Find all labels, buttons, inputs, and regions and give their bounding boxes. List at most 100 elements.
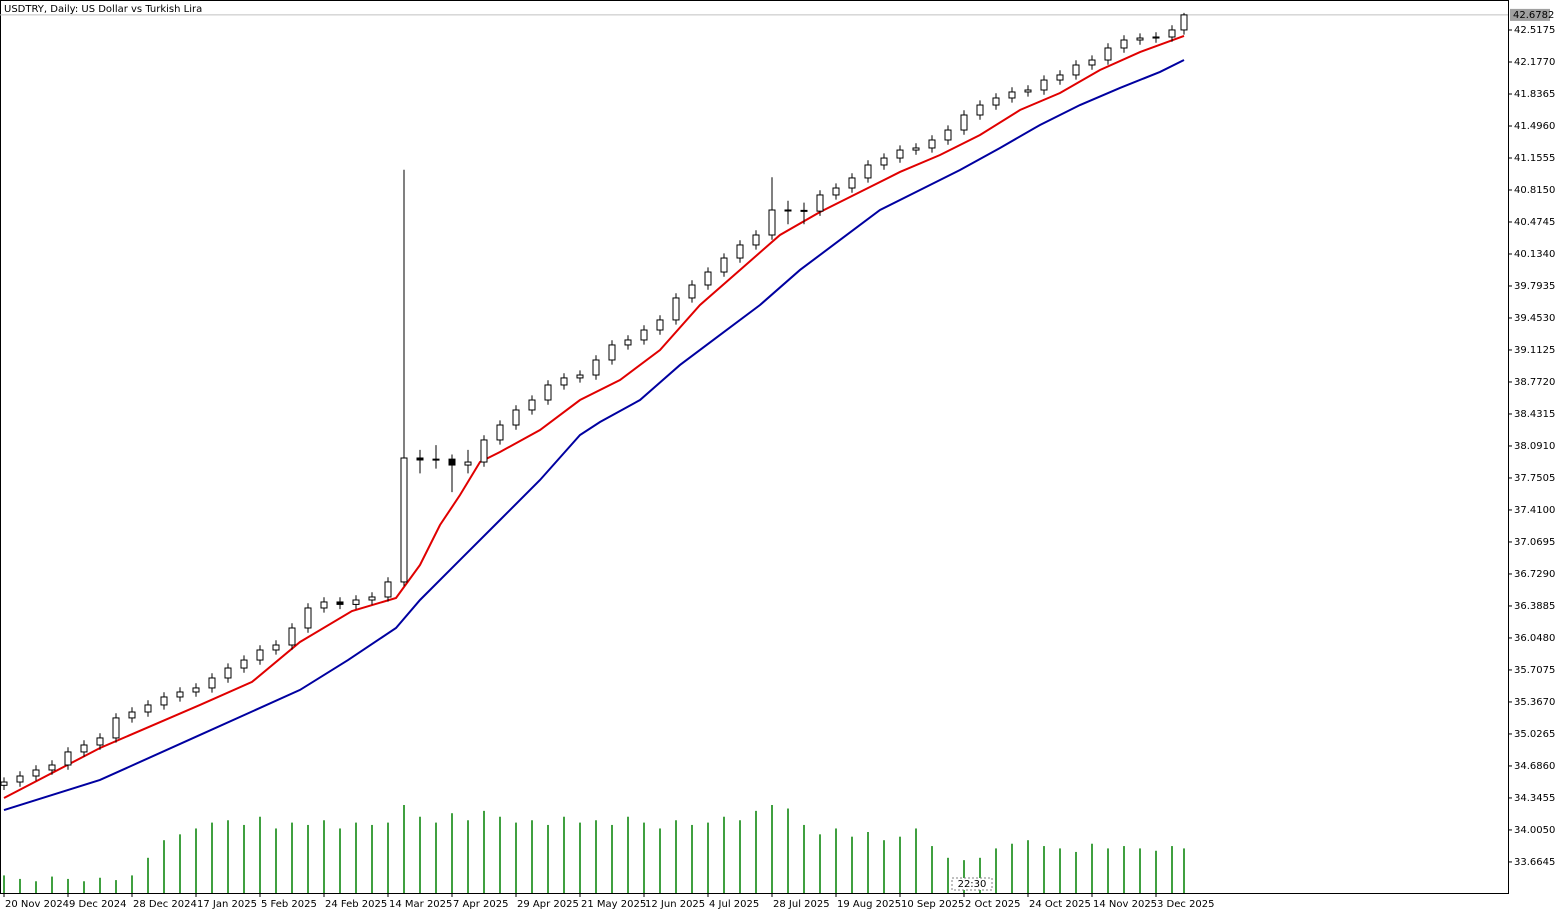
candle-body <box>592 359 600 376</box>
candle-body <box>240 659 248 669</box>
candle-body <box>912 147 920 151</box>
candle-body <box>448 458 456 466</box>
y-tick-label: 40.8150 <box>1514 185 1555 196</box>
y-tick-label: 34.6860 <box>1514 761 1555 772</box>
candle-body <box>1152 36 1160 39</box>
candle-body <box>1056 74 1064 81</box>
candle-body <box>1104 47 1112 61</box>
y-tick-label: 42.1770 <box>1514 57 1555 68</box>
candle-body <box>976 104 984 116</box>
x-tick-label: 24 Oct 2025 <box>1029 899 1091 910</box>
y-tick-label: 41.8365 <box>1514 89 1555 100</box>
candle-body <box>752 234 760 246</box>
candle-body <box>640 329 648 341</box>
time-marker: 22:30 <box>958 879 987 890</box>
candle-body <box>864 164 872 179</box>
candle-body <box>944 129 952 141</box>
candle-body <box>816 194 824 212</box>
candle-body <box>1180 14 1188 31</box>
candle-body <box>880 157 888 166</box>
x-tick-label: 9 Dec 2024 <box>69 899 127 910</box>
last-price-tag <box>1510 8 1550 21</box>
y-tick-label: 36.7290 <box>1514 569 1555 580</box>
candle-body <box>560 377 568 386</box>
candle-body <box>256 649 264 661</box>
candle-body <box>224 667 232 679</box>
candle-body <box>544 384 552 401</box>
y-tick-label: 38.4315 <box>1514 409 1555 420</box>
candle-body <box>32 769 40 777</box>
x-tick-label: 14 Nov 2025 <box>1093 899 1157 910</box>
candle-body <box>832 187 840 196</box>
y-tick-label: 33.6645 <box>1514 857 1555 868</box>
candle-body <box>576 374 584 379</box>
y-tick-label: 36.3885 <box>1514 601 1555 612</box>
candle-body <box>128 711 136 719</box>
candle-body <box>160 696 168 706</box>
candle-body <box>608 344 616 361</box>
x-tick-label: 28 Dec 2024 <box>133 899 197 910</box>
y-tick-label: 37.4100 <box>1514 505 1555 516</box>
candle-body <box>1088 59 1096 66</box>
candle-body <box>0 781 8 786</box>
x-tick-label: 2 Oct 2025 <box>965 899 1020 910</box>
time-marker-box <box>951 877 993 891</box>
candle-body <box>512 409 520 426</box>
candle-body <box>192 687 200 693</box>
candle-body <box>1008 91 1016 99</box>
x-tick-label: 3 Dec 2025 <box>1157 899 1215 910</box>
candle-body <box>768 209 776 236</box>
x-tick-label: 5 Feb 2025 <box>261 899 317 910</box>
candle-body <box>48 764 56 771</box>
last-price-label: 42.6782 <box>1513 10 1554 21</box>
x-tick-label: 21 May 2025 <box>581 899 646 910</box>
y-tick-label: 38.0910 <box>1514 441 1555 452</box>
y-tick-label: 39.1125 <box>1514 345 1555 356</box>
candle-body <box>96 737 104 746</box>
candle-body <box>384 581 392 598</box>
candle-body <box>1120 39 1128 49</box>
candle-body <box>144 704 152 713</box>
candle-body <box>688 284 696 299</box>
y-tick-label: 37.0695 <box>1514 537 1555 548</box>
candle-body <box>1136 37 1144 41</box>
candle-body <box>272 644 280 651</box>
x-tick-label: 19 Aug 2025 <box>837 899 901 910</box>
y-tick-label: 39.4530 <box>1514 313 1555 324</box>
candle-body <box>896 149 904 159</box>
x-tick-label: 10 Sep 2025 <box>901 899 964 910</box>
y-tick-label: 42.5175 <box>1514 25 1555 36</box>
x-tick-label: 12 Jun 2025 <box>645 899 705 910</box>
y-tick-label: 40.1340 <box>1514 249 1555 260</box>
candle-body <box>1168 29 1176 38</box>
x-tick-label: 28 Jul 2025 <box>773 899 830 910</box>
candle-body <box>112 717 120 739</box>
chart-title: USDTRY, Daily: US Dollar vs Turkish Lira <box>4 4 202 15</box>
candle-body <box>624 339 632 346</box>
candle-body <box>288 627 296 646</box>
candle-body <box>80 744 88 753</box>
y-tick-label: 38.7720 <box>1514 377 1555 388</box>
candle-body <box>176 691 184 698</box>
candle-body <box>672 297 680 321</box>
candle-body <box>704 271 712 286</box>
candle-body <box>432 458 440 461</box>
y-tick-label: 39.7935 <box>1514 281 1555 292</box>
y-tick-label: 37.7505 <box>1514 473 1555 484</box>
x-tick-label: 4 Jul 2025 <box>709 899 759 910</box>
y-tick-label: 41.4960 <box>1514 121 1555 132</box>
y-tick-label: 36.0480 <box>1514 633 1555 644</box>
y-tick-label: 34.0050 <box>1514 825 1555 836</box>
candle-body <box>736 244 744 259</box>
x-tick-label: 20 Nov 2024 <box>5 899 69 910</box>
candle-body <box>1024 89 1032 93</box>
candle-body <box>992 97 1000 106</box>
x-tick-label: 24 Feb 2025 <box>325 899 387 910</box>
candle-body <box>400 457 408 583</box>
candle-body <box>320 601 328 609</box>
candle-body <box>928 139 936 149</box>
candle-body <box>336 601 344 605</box>
moving-average-line <box>3 35 1185 799</box>
candle-body <box>1072 64 1080 76</box>
